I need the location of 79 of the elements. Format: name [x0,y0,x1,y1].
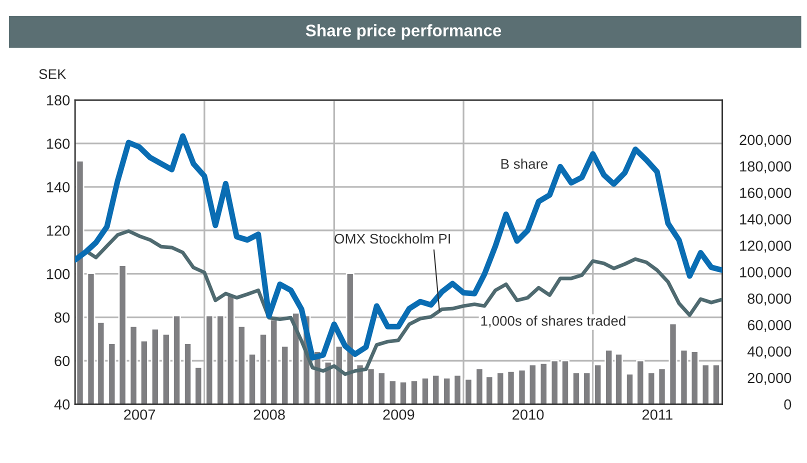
bar [377,372,386,404]
y2-tick-label: 0 [784,399,792,410]
bar [162,333,170,404]
y2-tick-label: 100,000 [740,267,792,280]
bar [453,374,462,404]
bar [334,345,344,404]
bar [636,360,645,404]
bar [108,342,116,404]
bar [292,312,300,404]
chart-title: Share price performance [306,24,502,40]
bar [690,350,699,404]
y-tick-label: 160 [46,138,70,149]
bar [366,368,376,404]
x-tick-label: 2010 [512,409,544,420]
bar [506,370,516,404]
y2-tick-label: 160,000 [740,188,792,200]
bar [140,340,148,404]
bar [118,264,127,404]
bar [496,372,505,404]
bar [194,366,203,404]
bar [410,380,418,404]
bar [626,373,634,404]
bar [528,364,537,404]
bar [270,318,278,404]
x-tick-label: 2011 [642,409,672,420]
x-tick-label: 2008 [254,409,285,420]
bar [237,325,246,404]
bar [572,372,580,404]
bar [129,325,138,404]
bar [172,314,182,404]
bar [205,314,214,404]
y-tick-label: 140 [46,182,70,192]
y2-tick-label: 200,000 [740,134,792,147]
bar [668,322,678,404]
bar [701,364,710,404]
bar [76,160,84,404]
y-axis-title: SEK [39,69,66,80]
bar [324,361,332,404]
y2-tick-label: 140,000 [740,214,792,226]
bar [388,380,397,404]
bar [432,374,440,404]
bar [582,372,592,404]
y-tick-label: 100 [46,268,70,280]
bar [150,328,160,404]
x-tick-label: 2009 [383,409,414,420]
annotation: 1,000s of shares traded [481,316,626,328]
bar [550,360,559,404]
bar [216,314,225,404]
bar [518,369,526,404]
bar [421,377,430,404]
y2-tick-label: 20,000 [748,372,792,385]
y-tick-label: 40 [54,399,70,410]
bar [680,349,688,404]
bar [184,342,192,404]
bar [248,353,257,404]
annotation: B share [501,158,548,169]
bar [259,333,268,404]
y-tick-label: 80 [54,312,70,323]
y-tick-label: 60 [54,356,70,366]
y2-tick-label: 120,000 [740,240,792,253]
x-tick-label: 2007 [124,409,156,420]
bar [226,295,235,404]
bar [658,368,666,404]
y2-tick-label: 80,000 [748,293,792,306]
y2-tick-label: 40,000 [747,346,792,358]
y2-tick-label: 180,000 [740,161,792,174]
y-tick-label: 120 [46,225,70,236]
bar [280,345,290,404]
bar [561,360,570,404]
bar [399,381,408,404]
bar [442,377,452,404]
annotation: OMX Stockholm PI [334,233,450,244]
bar [539,362,548,404]
y-tick-label: 180 [46,95,70,106]
y2-tick-label: 60,000 [748,320,792,332]
bar [712,364,720,404]
bar [594,364,602,404]
bar [647,372,656,404]
bar [464,378,473,404]
